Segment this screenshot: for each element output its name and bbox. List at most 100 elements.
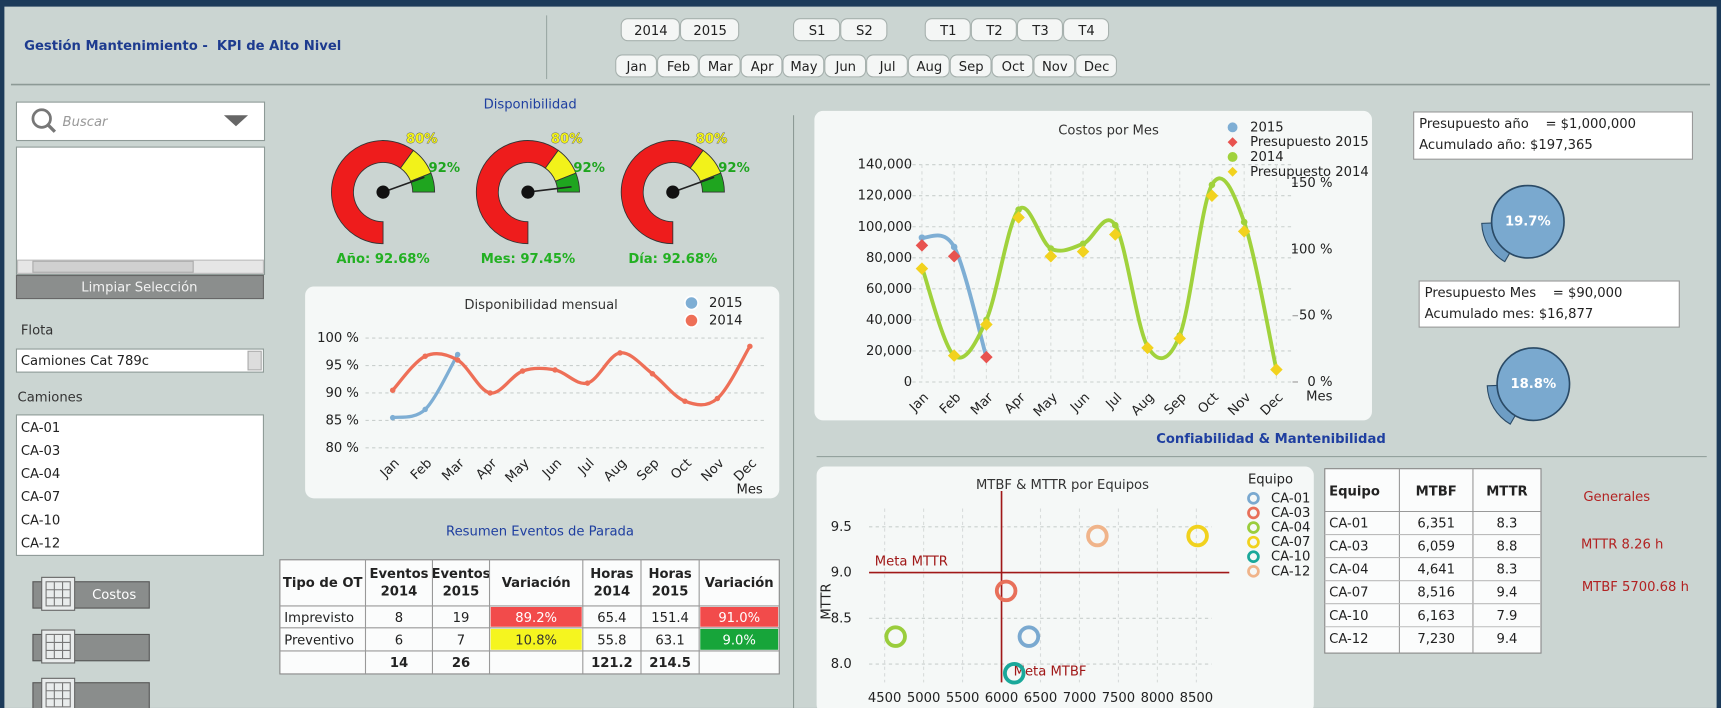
budget-marker xyxy=(1109,228,1122,241)
gauge-needle xyxy=(527,186,572,193)
budget-marker xyxy=(915,262,929,275)
legend-label: CA-03 xyxy=(1271,506,1310,521)
nav-icon-frame xyxy=(45,581,71,607)
y-tick-label: 120,000 xyxy=(858,189,912,204)
table-cell: 89.2% xyxy=(515,611,557,626)
filter-button[interactable] xyxy=(866,54,908,78)
search-box[interactable] xyxy=(15,101,266,142)
gauge-hub xyxy=(376,185,390,199)
y-axis-label: MTTR xyxy=(819,583,834,619)
table-cell: 6,351 xyxy=(1417,517,1455,532)
chart-card xyxy=(305,286,780,499)
filter-button-label: Mar xyxy=(708,60,733,75)
y-tick-label: 9.5 xyxy=(831,520,852,535)
y-tick-label: 100 % xyxy=(317,331,359,346)
table-cell: Imprevisto xyxy=(284,611,354,626)
gauge-hub xyxy=(521,185,535,199)
filter-button[interactable] xyxy=(949,54,992,78)
section-label: Camiones xyxy=(18,390,83,405)
budget-marker xyxy=(947,349,961,362)
x-axis-label: Mes xyxy=(1306,389,1332,404)
filter-button[interactable] xyxy=(1063,18,1110,42)
table-cell: Preventivo xyxy=(284,633,354,648)
table-cell: 4,641 xyxy=(1417,563,1455,578)
legend-marker xyxy=(684,313,699,328)
table-total: 121.2 xyxy=(591,656,633,671)
filter-button[interactable] xyxy=(792,18,841,42)
gauge-value-label: Día: 92.68% xyxy=(628,251,717,267)
filter-button[interactable] xyxy=(782,54,825,78)
filter-button[interactable] xyxy=(991,54,1034,78)
point-marker xyxy=(454,351,461,358)
budget-text: Acumulado año: $197,365 xyxy=(1419,138,1593,153)
filter-button[interactable] xyxy=(824,54,867,78)
clear-button[interactable] xyxy=(15,274,264,300)
legend-marker xyxy=(684,295,699,311)
gauge-hub xyxy=(666,185,680,199)
filter-button[interactable] xyxy=(698,54,741,78)
filter-button[interactable] xyxy=(679,18,740,42)
table-cell: 10.8% xyxy=(515,633,557,648)
table-cell: 19 xyxy=(453,611,470,626)
variation-cell xyxy=(490,606,582,627)
table-header: MTBF xyxy=(1416,485,1457,500)
table-header: Eventos xyxy=(369,567,428,582)
budget-marker xyxy=(1141,341,1154,355)
budget-box xyxy=(1418,280,1680,328)
filter-button[interactable] xyxy=(1033,54,1076,78)
point-marker xyxy=(389,387,396,393)
gauge-needle xyxy=(672,176,715,193)
point-marker xyxy=(617,350,623,356)
truck-item-label: CA-04 xyxy=(21,467,60,482)
filter-button[interactable] xyxy=(615,54,658,78)
gauge-threshold-label: 92% xyxy=(573,161,605,176)
y-tick-label: 8.5 xyxy=(831,611,852,626)
filter-button[interactable] xyxy=(1075,54,1118,78)
filter-button[interactable] xyxy=(740,54,783,78)
filter-button[interactable] xyxy=(657,54,699,78)
filter-button-label: Nov xyxy=(1042,60,1068,75)
y-tick-label: 80,000 xyxy=(866,251,912,266)
y-tick-label: 140,000 xyxy=(858,158,912,173)
table-header: 2014 xyxy=(594,585,631,600)
x-tick-label: 8000 xyxy=(1141,691,1174,706)
x-tick-label: 4500 xyxy=(868,691,901,706)
filter-button[interactable] xyxy=(840,18,888,42)
truck-item-label: CA-03 xyxy=(21,444,60,459)
general-title: Generales xyxy=(1583,490,1650,505)
fleet-select-scroll xyxy=(247,350,262,371)
x-tick-label: 6000 xyxy=(985,691,1018,706)
legend-marker xyxy=(1247,550,1260,564)
gauge-threshold-label: 92% xyxy=(718,161,750,176)
point-marker xyxy=(950,243,958,251)
y-tick-label: 85 % xyxy=(325,413,358,428)
budget-marker xyxy=(980,350,993,364)
budget-marker xyxy=(1044,249,1058,263)
reference-label: Meta MTTR xyxy=(875,555,948,570)
budget-marker xyxy=(1076,245,1090,258)
filter-button[interactable] xyxy=(620,18,680,42)
table-cell: 9.4 xyxy=(1497,586,1518,601)
x-tick-label: 5000 xyxy=(907,691,940,706)
filter-button-label: Sep xyxy=(959,60,984,75)
filter-button[interactable] xyxy=(907,54,950,78)
legend-marker xyxy=(1247,506,1260,520)
nav-icon xyxy=(41,576,76,611)
filter-button[interactable] xyxy=(970,18,1017,42)
filter-button-label: S1 xyxy=(809,24,826,39)
general-mtbf: MTBF 5700.68 h xyxy=(1582,580,1689,595)
chart-title: MTBF & MTTR por Equipos xyxy=(976,478,1149,493)
legend-marker xyxy=(1247,492,1260,505)
y-tick-label: 60,000 xyxy=(866,282,912,297)
y-tick-label: 8.0 xyxy=(831,657,852,672)
point-marker xyxy=(1208,181,1216,189)
fleet-select[interactable] xyxy=(15,348,264,373)
y-tick-label: 20,000 xyxy=(866,344,912,359)
budget-marker xyxy=(1237,225,1251,238)
filter-button-label: T4 xyxy=(1077,24,1094,39)
filter-button[interactable] xyxy=(924,18,971,42)
legend-label: Presupuesto 2014 xyxy=(1250,165,1369,180)
filter-button[interactable] xyxy=(1016,18,1064,42)
